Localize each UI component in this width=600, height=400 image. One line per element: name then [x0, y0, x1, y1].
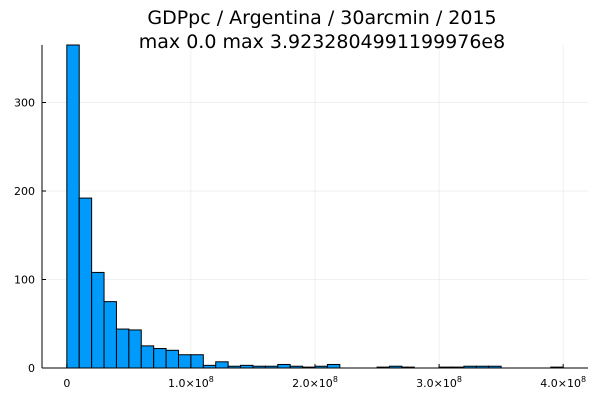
histogram-bar	[128, 329, 142, 369]
y-tick-label: 200	[14, 185, 35, 198]
histogram-bar	[165, 349, 180, 369]
x-tick-label: 2.0×108	[292, 375, 338, 390]
histogram-bar	[178, 354, 192, 369]
chart-title: GDPpc / Argentina / 30arcmin / 2015	[147, 7, 496, 29]
histogram-bar	[78, 197, 93, 369]
histogram-bar	[326, 363, 341, 369]
tick-labels: 0 100 200 300 0 1.0×108 2.0×108 3.0×108 4.0×108	[14, 97, 586, 390]
histogram-bar	[215, 361, 229, 369]
y-tick-label: 100	[14, 274, 35, 287]
grid-lines	[42, 45, 588, 369]
x-tick-label: 1.0×108	[168, 375, 214, 390]
x-tick-label: 4.0×108	[540, 375, 586, 390]
chart-subtitle: max 0.0 max 3.9232804991199976e8	[139, 31, 505, 53]
y-tick-label: 0	[28, 362, 35, 375]
histogram-bar	[190, 354, 204, 369]
histogram-bar	[103, 301, 117, 369]
x-tick-label: 0	[63, 377, 70, 390]
axes	[41, 45, 588, 369]
histogram-bar	[66, 44, 80, 369]
histogram-bar	[153, 348, 167, 369]
y-tick-label: 300	[14, 97, 35, 110]
histogram-bar	[115, 328, 130, 369]
x-tick-label: 3.0×108	[416, 375, 462, 390]
histogram-bar	[277, 363, 291, 369]
histogram-bars	[66, 44, 564, 369]
histogram-bar	[91, 271, 105, 369]
histogram-bar	[140, 345, 155, 369]
